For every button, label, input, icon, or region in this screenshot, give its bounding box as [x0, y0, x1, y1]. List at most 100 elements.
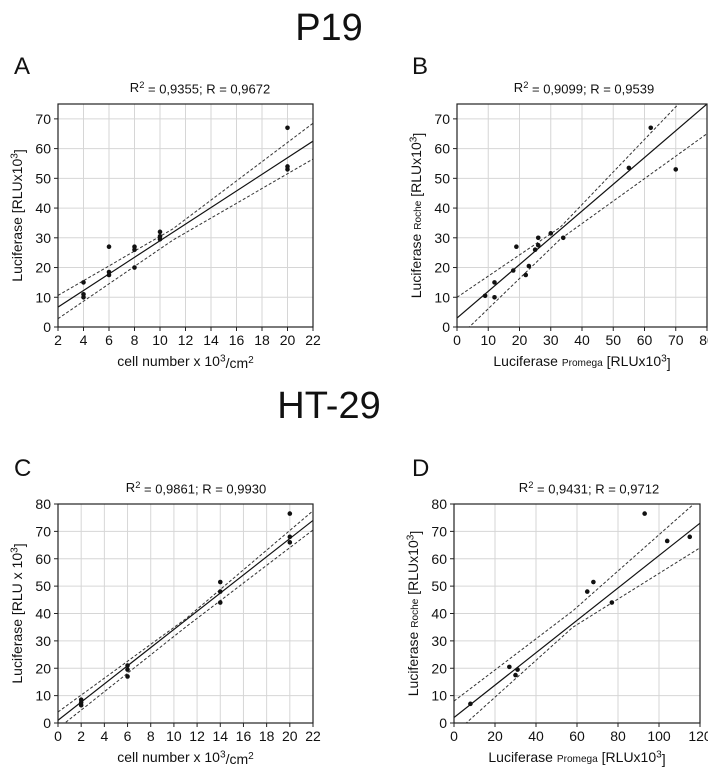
data-point — [132, 244, 137, 250]
confidence-band-upper — [58, 122, 313, 296]
fit-annotation: R2 = 0,9099; R = 0,9539 — [514, 80, 654, 97]
x-tick-label: 16 — [236, 728, 252, 744]
x-tick-label: 6 — [124, 728, 132, 744]
y-tick-label: 50 — [434, 170, 450, 186]
x-axis-label: Luciferase Promega [RLUx103​] — [493, 353, 670, 371]
fit-annotation: R2 = 0,9431; R = 0,9712 — [519, 480, 659, 497]
data-point — [287, 534, 293, 540]
data-point — [287, 511, 293, 516]
data-point — [106, 269, 112, 275]
data-point — [609, 600, 615, 605]
data-point — [560, 235, 566, 241]
y-tick-label: 0 — [43, 319, 51, 335]
x-tick-label: 14 — [203, 332, 219, 348]
group-title-p19: P19 — [295, 7, 363, 49]
plot-area — [58, 122, 313, 320]
y-tick-label: 70 — [431, 523, 447, 539]
data-point — [626, 165, 632, 171]
x-tick-label: 50 — [605, 332, 621, 348]
y-axis-label: Luciferase [RLU x 103​] — [9, 543, 27, 683]
data-point — [81, 280, 86, 285]
regression-line — [454, 522, 700, 718]
data-point — [664, 538, 670, 544]
y-tick-label: 10 — [434, 289, 450, 305]
x-tick-label: 120 — [688, 728, 708, 744]
x-tick-label: 10 — [152, 332, 168, 348]
y-tick-label: 0 — [439, 715, 447, 731]
data-point — [548, 231, 554, 236]
fit-annotation: R2 = 0,9861; R = 0,9930 — [126, 480, 266, 497]
plot-frame — [57, 103, 314, 328]
data-point — [125, 674, 130, 679]
x-axis-label: cell number x 103​/cm2​ — [117, 749, 254, 767]
chart-panel-b: B R2 = 0,9099; R = 0,9539 0 10 20 30 40 50 60 70 8… — [408, 53, 708, 371]
x-tick-label: 60 — [569, 728, 585, 744]
y-tick-label: 10 — [35, 688, 51, 704]
x-tick-label: 40 — [574, 332, 590, 348]
y-tick-label: 20 — [35, 660, 51, 676]
data-point — [125, 667, 130, 672]
y-tick-label: 0 — [442, 319, 450, 335]
y-tick-label: 0 — [43, 715, 51, 731]
data-point — [584, 589, 590, 594]
x-tick-label: 20 — [282, 728, 298, 744]
regression-line — [457, 104, 707, 319]
data-point — [515, 667, 520, 672]
data-point — [285, 164, 290, 169]
x-tick-label: 0 — [450, 728, 458, 744]
x-axis-label: cell number x 103​/cm2​ — [117, 353, 254, 371]
x-tick-label: 4 — [100, 728, 108, 744]
data-point — [132, 265, 137, 270]
x-tick-label: 80 — [699, 332, 708, 348]
y-tick-label: 60 — [35, 551, 51, 567]
data-point — [285, 125, 290, 131]
data-point — [673, 167, 679, 172]
x-tick-label: 4 — [80, 332, 88, 348]
x-tick-label: 10 — [480, 332, 496, 348]
y-tick-label: 30 — [431, 633, 447, 649]
data-point — [535, 242, 541, 248]
y-tick-label: 50 — [35, 170, 51, 186]
x-tick-label: 18 — [254, 332, 270, 348]
y-tick-label: 40 — [431, 606, 447, 622]
chart-panel-a: A R2 = 0,9355; R = 0,9672 2 4 6 8 10 12 14 16 18 20… — [9, 53, 321, 371]
confidence-band-upper — [58, 510, 313, 713]
data-point — [513, 672, 518, 678]
confidence-band-upper — [454, 504, 695, 702]
y-tick-label: 50 — [431, 578, 447, 594]
y-tick-label: 70 — [35, 111, 51, 127]
y-tick-label: 30 — [35, 633, 51, 649]
data-point — [514, 244, 519, 250]
data-point — [157, 234, 163, 239]
data-point — [468, 701, 473, 707]
x-tick-label: 2 — [77, 728, 85, 744]
x-tick-label: 40 — [528, 728, 544, 744]
x-tick-label: 20 — [280, 332, 296, 348]
data-point — [217, 600, 223, 605]
data-point — [687, 534, 693, 540]
data-point — [106, 244, 112, 250]
plot-area — [457, 104, 707, 327]
y-axis-label: Luciferase [RLUx103​] — [9, 149, 27, 281]
y-tick-label: 40 — [434, 200, 450, 216]
panel-letter: D — [412, 455, 429, 482]
y-tick-label: 80 — [35, 496, 51, 512]
x-tick-label: 60 — [637, 332, 653, 348]
data-point — [648, 125, 654, 131]
regression-line — [58, 140, 313, 308]
y-tick-label: 80 — [431, 496, 447, 512]
plot-frame — [57, 503, 314, 724]
data-point — [217, 579, 223, 585]
y-tick-label: 60 — [434, 141, 450, 157]
x-tick-label: 2 — [54, 332, 62, 348]
x-tick-label: 0 — [54, 728, 62, 744]
data-point — [526, 263, 532, 269]
data-point — [532, 247, 538, 252]
x-tick-label: 80 — [610, 728, 626, 744]
data-point — [217, 589, 223, 594]
confidence-band-lower — [64, 529, 313, 723]
y-tick-label: 60 — [431, 551, 447, 567]
x-tick-label: 12 — [178, 332, 194, 348]
